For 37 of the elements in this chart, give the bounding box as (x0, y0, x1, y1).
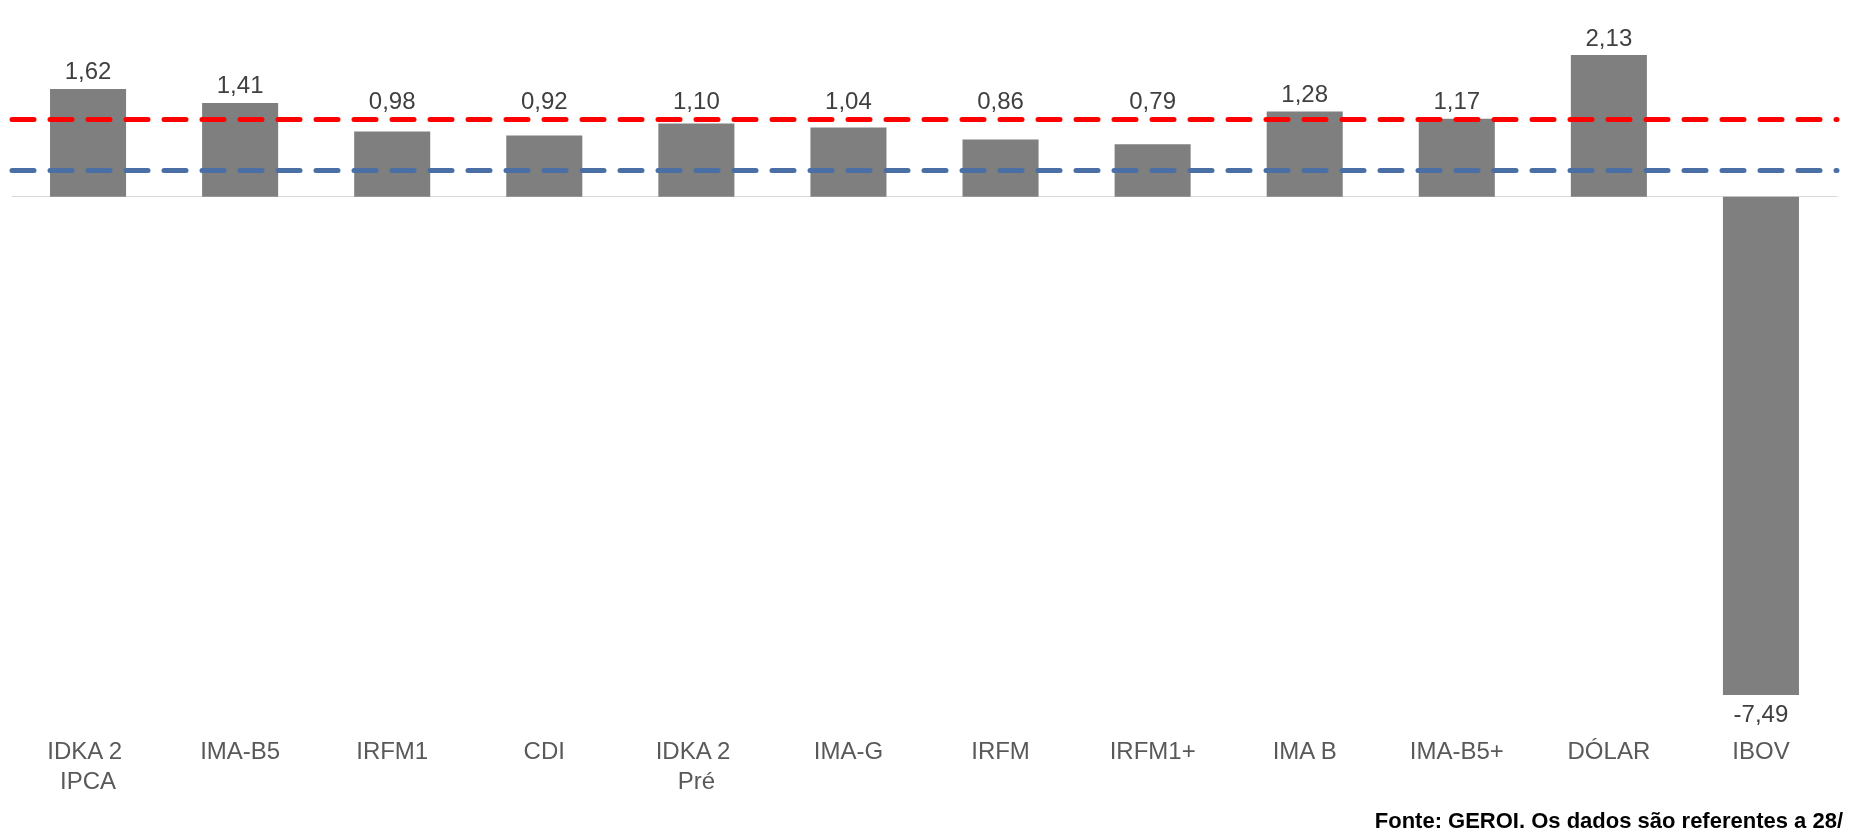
data-label: 1,62 (64, 57, 112, 85)
bar (658, 123, 735, 197)
x-tick-label: IRFM1+ (1109, 736, 1196, 764)
x-tick-label: IDKA 2 IPCA (47, 736, 129, 794)
x-tick-label: IMA-B5 (200, 736, 281, 764)
bar (1418, 118, 1495, 197)
data-label: 0,79 (1129, 87, 1176, 115)
bar (354, 131, 431, 197)
bar (50, 88, 127, 197)
x-tick-label: DÓLAR (1567, 736, 1651, 764)
x-tick-label: IRFM1 (356, 736, 429, 764)
data-label: 0,98 (368, 87, 416, 115)
data-label: 1,41 (216, 71, 264, 99)
x-tick-label: IMA-G (813, 736, 884, 764)
data-label: 0,86 (977, 87, 1024, 115)
bar (202, 102, 279, 197)
bar (962, 139, 1039, 197)
data-label: 0,92 (520, 87, 568, 115)
data-label: -7,49 (1733, 699, 1789, 727)
x-tick-label: CDI (523, 736, 565, 764)
x-tick-label: IDKA 2 Pré (655, 736, 738, 794)
data-label: 1,17 (1433, 87, 1481, 115)
data-label: 1,04 (825, 87, 872, 115)
source-note: Fonte: GEROI. Os dados são referentes a 28/ (1374, 807, 1844, 833)
data-label: 2,13 (1585, 23, 1633, 51)
data-label: 1,28 (1281, 80, 1329, 108)
x-tick-label: IMA B (1272, 736, 1337, 764)
x-tick-label: IBOV (1732, 736, 1790, 764)
bar (506, 135, 583, 197)
bar (1570, 55, 1647, 197)
x-tick-label: IRFM (971, 736, 1030, 764)
bar (1266, 111, 1343, 197)
bar (810, 127, 887, 197)
data-label: 1,10 (673, 87, 720, 115)
bar (1114, 144, 1191, 197)
bar (1722, 196, 1799, 695)
x-tick-label: IMA-B5+ (1409, 736, 1504, 764)
